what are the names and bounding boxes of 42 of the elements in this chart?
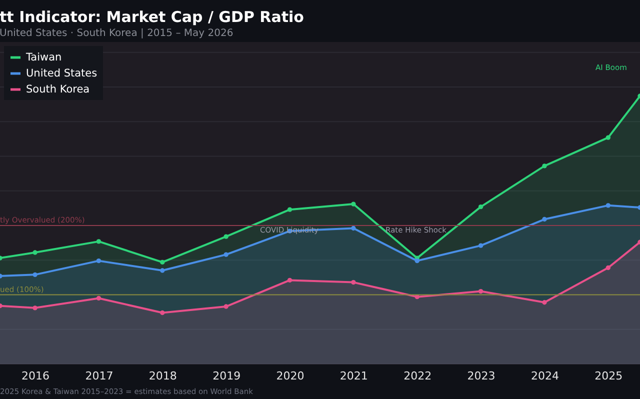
point: [96, 296, 102, 301]
point: [542, 164, 547, 168]
legend-label: United States: [26, 68, 98, 80]
x-tick-label: 2021: [340, 370, 368, 382]
chart-subtitle: United States · South Korea | 2015 – May 2026: [0, 28, 234, 39]
legend-label: South Korea: [26, 84, 90, 96]
x-tick-label: 2023: [467, 370, 496, 382]
chart-title: tt Indicator: Market Cap / GDP Ratio: [0, 8, 304, 26]
x-tick-label: 2020: [276, 370, 304, 382]
point: [606, 203, 611, 208]
point: [351, 202, 356, 206]
point: [32, 272, 38, 278]
point: [224, 252, 228, 257]
x-tick-label: 2019: [212, 370, 241, 382]
x-tick-label: 2016: [22, 370, 50, 382]
x-tick-label: 2024: [530, 370, 559, 382]
point: [32, 306, 38, 310]
point: [414, 258, 420, 264]
point: [287, 207, 292, 212]
point: [287, 278, 292, 283]
point: [96, 239, 102, 244]
x-tick-label: 2022: [404, 370, 432, 382]
point: [224, 304, 228, 309]
point: [478, 243, 484, 248]
point: [542, 300, 547, 305]
point: [96, 258, 102, 264]
point: [160, 310, 165, 316]
legend-label: Taiwan: [25, 52, 62, 64]
x-tick-label: 2025: [594, 370, 623, 382]
x-tick-label: 2017: [85, 370, 114, 382]
point: [351, 280, 356, 285]
point: [224, 234, 228, 239]
point: [478, 288, 484, 294]
point: [32, 250, 38, 255]
point: [478, 204, 484, 210]
x-tick-label: 2018: [148, 370, 177, 382]
point: [542, 216, 547, 222]
point: [160, 260, 165, 265]
point: [160, 268, 165, 273]
point: [351, 226, 356, 231]
point: [606, 135, 611, 140]
point: [606, 265, 611, 270]
